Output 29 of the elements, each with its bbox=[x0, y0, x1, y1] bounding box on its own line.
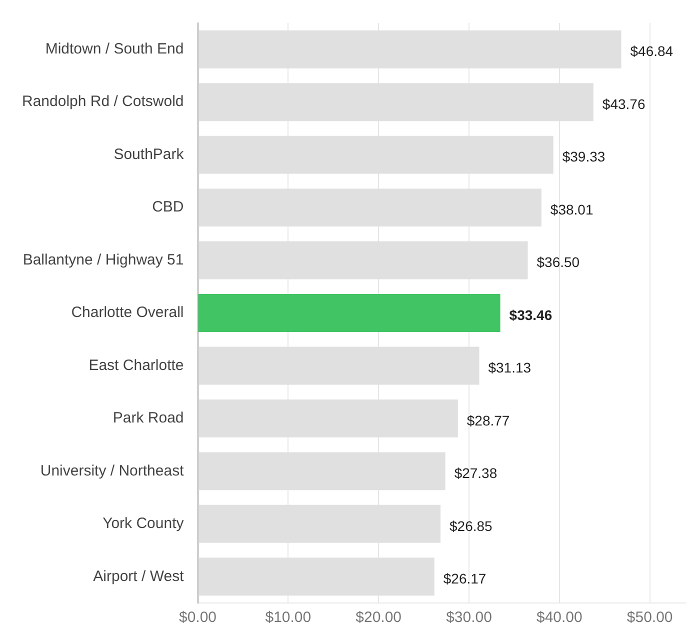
x-tick-label: $50.00 bbox=[626, 609, 673, 626]
x-tick-label: $10.00 bbox=[265, 609, 312, 626]
x-tick-label: $0.00 bbox=[178, 609, 217, 626]
data-label: $39.33 bbox=[562, 148, 606, 165]
bar bbox=[198, 294, 500, 332]
x-tick-label: $20.00 bbox=[356, 609, 402, 626]
y-tick-label: Park Road bbox=[112, 410, 184, 427]
y-tick-label: Randolph Rd / Cotswold bbox=[22, 93, 184, 110]
y-tick-label: University / Northeast bbox=[40, 462, 185, 480]
data-label: $46.84 bbox=[630, 43, 674, 60]
data-label: $26.17 bbox=[443, 570, 486, 586]
data-label: $27.38 bbox=[454, 465, 498, 482]
data-label: $43.76 bbox=[602, 96, 646, 112]
y-tick-label: East Charlotte bbox=[88, 356, 184, 374]
data-label: $26.85 bbox=[450, 518, 493, 534]
y-tick-label: Charlotte Overall bbox=[71, 304, 184, 322]
data-label: $36.50 bbox=[536, 254, 580, 270]
x-tick-label: $30.00 bbox=[446, 609, 492, 626]
x-tick-label: $40.00 bbox=[536, 609, 582, 626]
data-label: $28.77 bbox=[466, 412, 510, 428]
data-label: $31.13 bbox=[488, 360, 532, 376]
data-label: $33.46 bbox=[509, 306, 552, 323]
y-tick-label: Ballantyne / Highway 51 bbox=[22, 251, 184, 268]
y-tick-label: SouthPark bbox=[114, 146, 184, 163]
y-tick-label: CBD bbox=[152, 198, 184, 216]
y-tick-label: York County bbox=[102, 515, 184, 532]
y-tick-label: Midtown / South End bbox=[45, 40, 184, 58]
y-tick-label: Airport / West bbox=[93, 568, 185, 585]
data-label: $38.01 bbox=[550, 201, 594, 218]
